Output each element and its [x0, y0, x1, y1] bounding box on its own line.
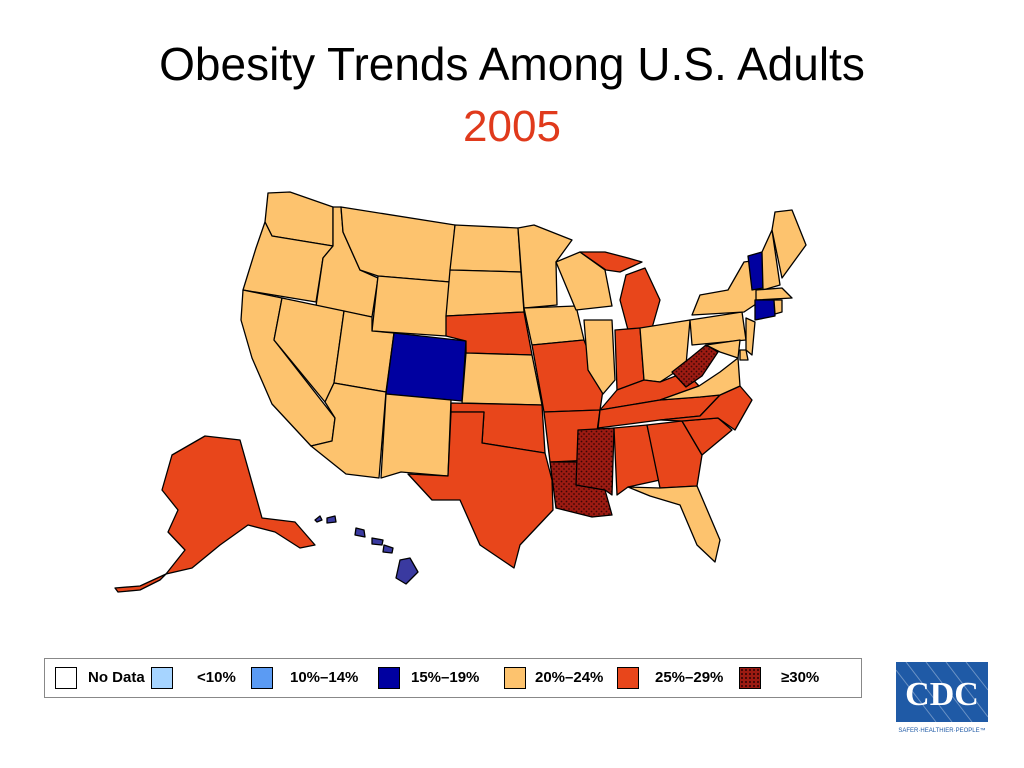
state-georgia	[646, 420, 703, 489]
state-maryland	[705, 339, 741, 359]
state-wyoming	[371, 275, 451, 337]
state-illinois	[583, 319, 616, 395]
legend-label-ge30: ≥30%	[781, 669, 820, 686]
cdc-logo: CDC SAFER·HEALTHIER·PEOPLE™	[896, 662, 988, 734]
legend-label-lt10: <10%	[197, 669, 236, 686]
state-hawaii-kauai	[314, 515, 323, 523]
year-subtitle: 2005	[463, 102, 561, 151]
state-north-dakota	[449, 224, 522, 273]
state-michigan	[619, 267, 661, 331]
legend-swatch-p25_29	[617, 667, 639, 689]
state-new-mexico	[380, 393, 452, 479]
state-missouri	[531, 339, 604, 413]
state-south-dakota	[445, 269, 525, 317]
state-hawaii-molokai	[371, 537, 384, 546]
state-new-jersey	[745, 317, 756, 356]
page-title: Obesity Trends Among U.S. Adults	[159, 38, 865, 90]
state-maine	[771, 209, 807, 279]
legend-label-p15_19: 15%–19%	[411, 669, 480, 686]
legend-label-p25_29: 25%–29%	[655, 669, 724, 686]
legend-swatch-p15_19	[378, 667, 400, 689]
state-virginia	[659, 357, 741, 401]
legend-label-p10_14: 10%–14%	[290, 669, 359, 686]
us-obesity-map	[114, 191, 807, 593]
legend-swatch-lt10	[151, 667, 173, 689]
state-iowa	[523, 305, 585, 346]
state-florida	[627, 485, 721, 563]
cdc-logo-text: CDC	[905, 676, 979, 713]
state-massachusetts	[755, 287, 793, 301]
state-alabama	[613, 424, 661, 496]
legend-label-p20_24: 20%–24%	[535, 669, 604, 686]
legend-label-no_data: No Data	[88, 669, 145, 686]
state-mississippi	[575, 427, 615, 496]
state-rhode-island	[773, 299, 783, 315]
state-hawaii-oahu	[326, 515, 337, 524]
state-west-virginia	[671, 344, 719, 388]
legend-swatch-p20_24	[504, 667, 526, 689]
state-hawaii-lanai	[382, 544, 394, 554]
state-delaware	[739, 349, 749, 361]
state-michigan-upper	[579, 251, 643, 273]
state-alaska	[161, 435, 316, 575]
legend: No Data <10% 10%–14% 15%–19% 20%–24% 25%–29% ≥…	[44, 658, 862, 698]
state-colorado	[385, 332, 467, 402]
legend-swatch-ge30	[739, 667, 761, 689]
state-arizona	[310, 382, 387, 479]
state-kansas	[461, 352, 543, 406]
state-hawaii-big-island	[395, 557, 419, 585]
state-new-hampshire	[761, 229, 781, 291]
state-texas	[407, 411, 554, 569]
state-indiana	[614, 327, 645, 391]
state-connecticut	[754, 299, 776, 321]
state-hawaii-maui	[354, 527, 366, 538]
legend-swatch-no_data	[55, 667, 77, 689]
state-wisconsin	[555, 251, 613, 311]
alaska-aleutians	[114, 573, 167, 593]
legend-swatch-p10_14	[251, 667, 273, 689]
cdc-tagline: SAFER·HEALTHIER·PEOPLE™	[898, 727, 985, 734]
